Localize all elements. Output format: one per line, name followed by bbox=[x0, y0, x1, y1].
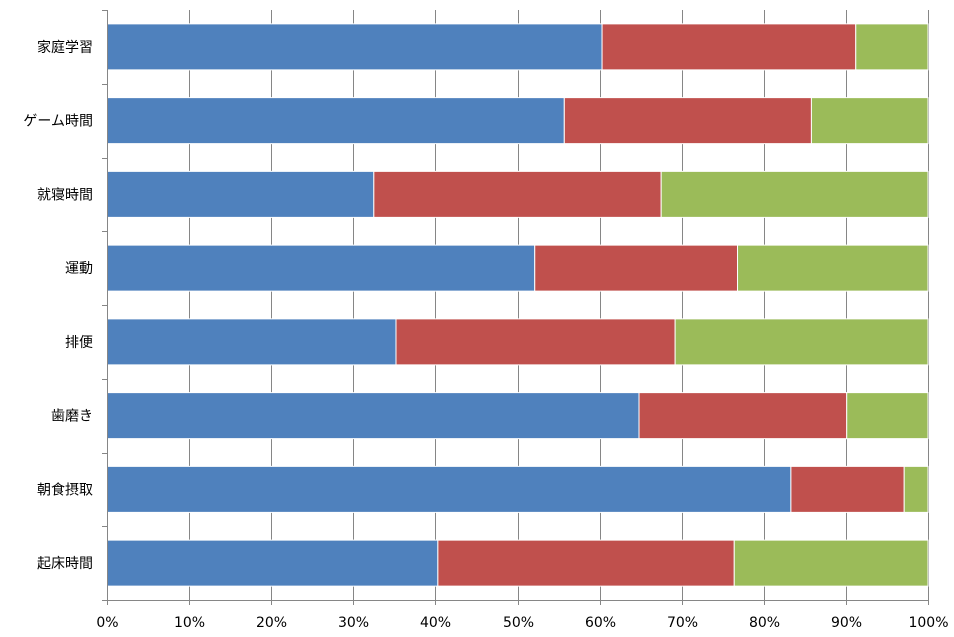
x-tick-label: 100% bbox=[908, 615, 948, 631]
category-label: 朝食摂取 bbox=[37, 481, 93, 498]
bar-segment bbox=[106, 465, 792, 513]
axes bbox=[102, 10, 929, 605]
bar-segment bbox=[373, 170, 662, 218]
category-label: ゲーム時間 bbox=[23, 114, 93, 130]
bar-segment bbox=[534, 244, 739, 292]
bar-segment bbox=[733, 539, 929, 587]
category-label: 運動 bbox=[65, 261, 93, 277]
category-label: 排便 bbox=[65, 335, 93, 351]
bar-segment bbox=[638, 392, 848, 440]
bar-segment bbox=[846, 392, 929, 440]
bar-segment bbox=[106, 318, 397, 366]
x-tick-label: 90% bbox=[831, 615, 862, 631]
bar-segment bbox=[674, 318, 929, 366]
bar-segment bbox=[106, 23, 603, 71]
bar-segment bbox=[790, 465, 905, 513]
category-label: 歯磨き bbox=[51, 409, 93, 425]
x-tick-label: 10% bbox=[174, 615, 205, 631]
x-tick-label: 80% bbox=[749, 615, 780, 631]
x-tick-label: 20% bbox=[256, 615, 287, 631]
x-tick-label: 30% bbox=[338, 615, 369, 631]
bar-segment bbox=[395, 318, 676, 366]
bar-segment bbox=[660, 170, 929, 218]
x-tick-labels: 0% 10% 20% 30% 40% 50% 60% 70% 80% 90% 100% bbox=[96, 615, 948, 631]
bar-segment bbox=[810, 97, 929, 145]
bar-segment bbox=[903, 465, 929, 513]
x-tick-label: 0% bbox=[96, 615, 118, 631]
bar-segment bbox=[855, 23, 929, 71]
bar-segment bbox=[601, 23, 857, 71]
category-label: 起床時間 bbox=[37, 556, 93, 572]
category-label: 家庭学習 bbox=[37, 39, 93, 56]
bar-segment bbox=[437, 539, 735, 587]
bars bbox=[106, 23, 929, 587]
bar-segment bbox=[106, 539, 439, 587]
category-label: 就寝時間 bbox=[37, 186, 93, 203]
bar-segment bbox=[737, 244, 929, 292]
bar-segment bbox=[563, 97, 812, 145]
x-tick-label: 60% bbox=[585, 615, 616, 631]
bar-segment bbox=[106, 244, 536, 292]
bar-segment bbox=[106, 97, 565, 145]
x-tick-label: 70% bbox=[667, 615, 698, 631]
bar-segment bbox=[106, 170, 375, 218]
bar-segment bbox=[106, 392, 640, 440]
x-tick-label: 50% bbox=[503, 615, 534, 631]
x-tick-label: 40% bbox=[420, 615, 451, 631]
